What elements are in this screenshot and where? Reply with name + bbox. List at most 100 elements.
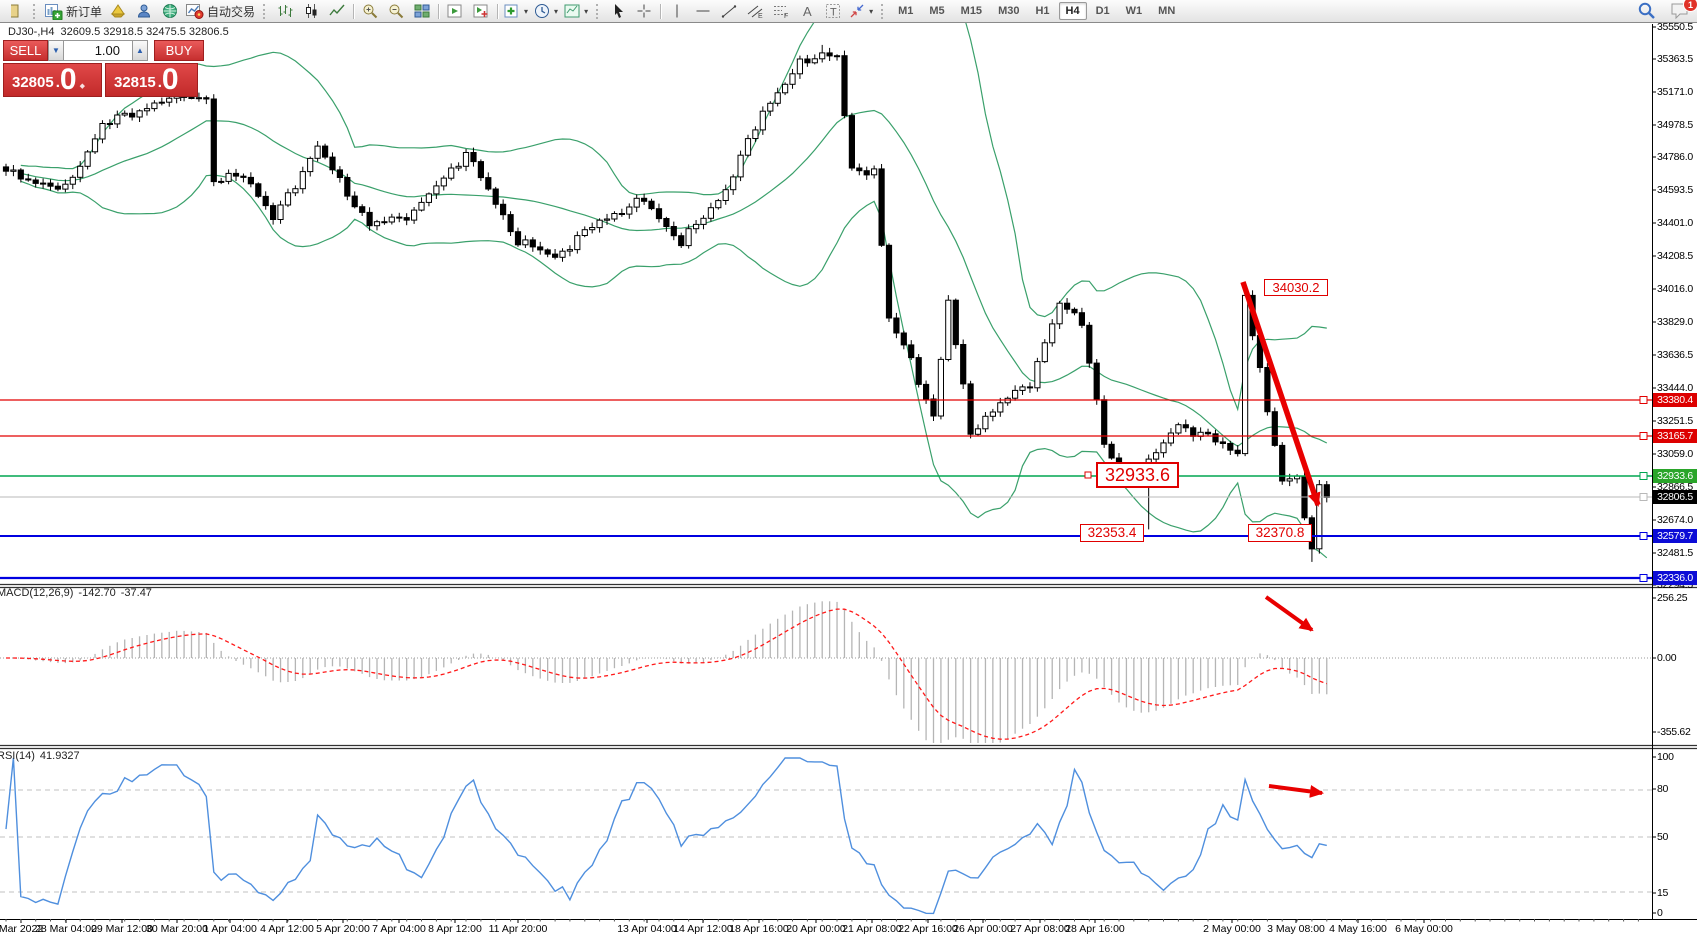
new-order-icon xyxy=(45,3,63,20)
search-icon[interactable] xyxy=(1637,1,1656,25)
sell-price-main: 32805 xyxy=(12,74,54,91)
toolbar-separator xyxy=(660,3,662,19)
candle-body xyxy=(322,145,329,158)
rsi-axis-label: 80 xyxy=(1657,783,1669,795)
candle-body xyxy=(433,185,440,195)
cursor-button[interactable] xyxy=(605,1,631,21)
periods-button[interactable]: ▾ xyxy=(531,1,561,21)
navigator-button[interactable] xyxy=(131,1,157,21)
profiles-button[interactable] xyxy=(468,1,494,21)
price-axis-tag: 32579.7 xyxy=(1653,529,1697,543)
candle-body xyxy=(626,206,633,215)
timeframe-m15-button[interactable]: M15 xyxy=(960,5,983,17)
time-axis-label: 11 Apr 20:00 xyxy=(488,923,548,935)
dropdown-caret-icon[interactable]: ▾ xyxy=(524,6,529,16)
timeframe-h1-button[interactable]: H1 xyxy=(1035,5,1050,17)
price-annotation-label[interactable]: 32933.6 xyxy=(1096,462,1179,488)
market-watch-button[interactable] xyxy=(105,1,131,21)
time-axis-label: 20 Apr 00:00 xyxy=(786,923,846,935)
zoom-in-button[interactable] xyxy=(357,1,383,21)
crosshair-button[interactable] xyxy=(631,1,657,21)
sell-button[interactable]: SELL xyxy=(3,40,48,61)
fibonacci-button[interactable]: F xyxy=(768,1,794,21)
price-annotation-label[interactable]: 34030.2 xyxy=(1264,279,1328,296)
volume-decrease-button[interactable]: ▼ xyxy=(48,40,64,61)
new-chart-button[interactable] xyxy=(442,1,468,21)
timeframe-mn-button[interactable]: MN xyxy=(1158,5,1176,17)
buy-price-display[interactable]: 32815. 0 xyxy=(105,63,198,97)
price-annotation-label[interactable]: 32370.8 xyxy=(1248,524,1312,542)
dropdown-caret-icon[interactable]: ▾ xyxy=(584,6,589,16)
sell-price-display[interactable]: 32805. 0 ◆ xyxy=(3,63,102,97)
trendline-button[interactable] xyxy=(716,1,742,21)
time-axis-label: 5 Apr 20:00 xyxy=(316,923,370,935)
candle-body xyxy=(485,177,492,190)
dropdown-caret-icon[interactable]: ▾ xyxy=(554,6,559,16)
new-order-button[interactable]: 新订单 xyxy=(42,1,105,21)
line-chart-icon xyxy=(329,3,345,19)
buy-button[interactable]: BUY xyxy=(154,40,204,61)
vertical-line-button[interactable] xyxy=(664,1,690,21)
candle-body xyxy=(982,415,989,430)
macd-axis-label: 256.25 xyxy=(1657,592,1688,604)
shapes-button[interactable]: ▾ xyxy=(846,1,876,21)
community-button[interactable] xyxy=(157,1,183,21)
timeframe-m30-button[interactable]: M30 xyxy=(998,5,1020,17)
volume-increase-button[interactable]: ▲ xyxy=(132,40,148,61)
chart-ohlc: 32609.5 32918.5 32475.5 32806.5 xyxy=(60,26,229,38)
candle-body xyxy=(930,398,937,417)
candle-body xyxy=(641,197,648,202)
level-line-handle xyxy=(1639,574,1648,582)
dropdown-caret-icon[interactable]: ▾ xyxy=(869,6,874,16)
text-label-button[interactable]: T xyxy=(820,1,846,21)
rsi-indicator-label: RSI(14) 41.9327 xyxy=(0,750,80,762)
timeframe-m1-button[interactable]: M1 xyxy=(898,5,914,17)
indicators-button[interactable]: ▾ xyxy=(501,1,531,21)
tile-windows-button[interactable] xyxy=(409,1,435,21)
level-line-handle xyxy=(1639,396,1648,404)
timeframe-d1-button[interactable]: D1 xyxy=(1095,5,1110,17)
toolbar-separator xyxy=(497,3,499,19)
candle-body xyxy=(848,115,855,169)
candlestick-chart-button[interactable] xyxy=(298,1,324,21)
text-button[interactable]: A xyxy=(794,1,820,21)
zoom-out-button[interactable] xyxy=(383,1,409,21)
auto-trading-button[interactable]: 自动交易 xyxy=(183,1,258,21)
chart-text-object[interactable]: T xyxy=(177,90,185,104)
price-axis-label: 35171.0 xyxy=(1657,86,1693,98)
candle-body xyxy=(418,201,425,211)
level-line-handle xyxy=(1639,493,1648,501)
horizontal-line-button[interactable] xyxy=(690,1,716,21)
volume-input[interactable]: 1.00 xyxy=(64,40,132,61)
trend-arrow[interactable] xyxy=(1264,595,1314,632)
candle-body xyxy=(722,189,729,201)
candle-body xyxy=(136,110,143,118)
candle-body xyxy=(900,332,907,346)
line-chart-button[interactable] xyxy=(324,1,350,21)
candle-body xyxy=(1279,444,1286,482)
candle-body xyxy=(329,156,336,171)
timeframe-m5-button[interactable]: M5 xyxy=(929,5,945,17)
candle-body xyxy=(715,200,722,209)
text-icon: A xyxy=(801,3,814,19)
trend-arrow[interactable] xyxy=(1240,281,1321,507)
bar-chart-button[interactable] xyxy=(272,1,298,21)
price-axis-label: 34786.0 xyxy=(1657,151,1693,163)
horizontal-line-icon xyxy=(695,3,711,19)
time-axis-label: 28 Mar 04:00 xyxy=(35,923,97,935)
candle-body xyxy=(158,101,165,104)
candle-body xyxy=(106,123,114,125)
equidistant-channel-button[interactable]: E xyxy=(742,1,768,21)
timeframe-h4-button[interactable]: H4 xyxy=(1058,2,1087,20)
trend-arrow[interactable] xyxy=(1268,784,1324,798)
price-annotation-label[interactable]: 32353.4 xyxy=(1080,524,1144,542)
timeframe-w1-button[interactable]: W1 xyxy=(1125,5,1143,17)
candle-body xyxy=(1049,323,1056,344)
time-axis-label: 14 Apr 12:00 xyxy=(673,923,733,935)
templates-button[interactable]: ▾ xyxy=(561,1,591,21)
candle-body xyxy=(336,169,343,178)
notifications-icon[interactable]: 1 xyxy=(1670,0,1697,25)
indicators-icon xyxy=(504,3,520,19)
new-chart-icon xyxy=(447,3,463,19)
